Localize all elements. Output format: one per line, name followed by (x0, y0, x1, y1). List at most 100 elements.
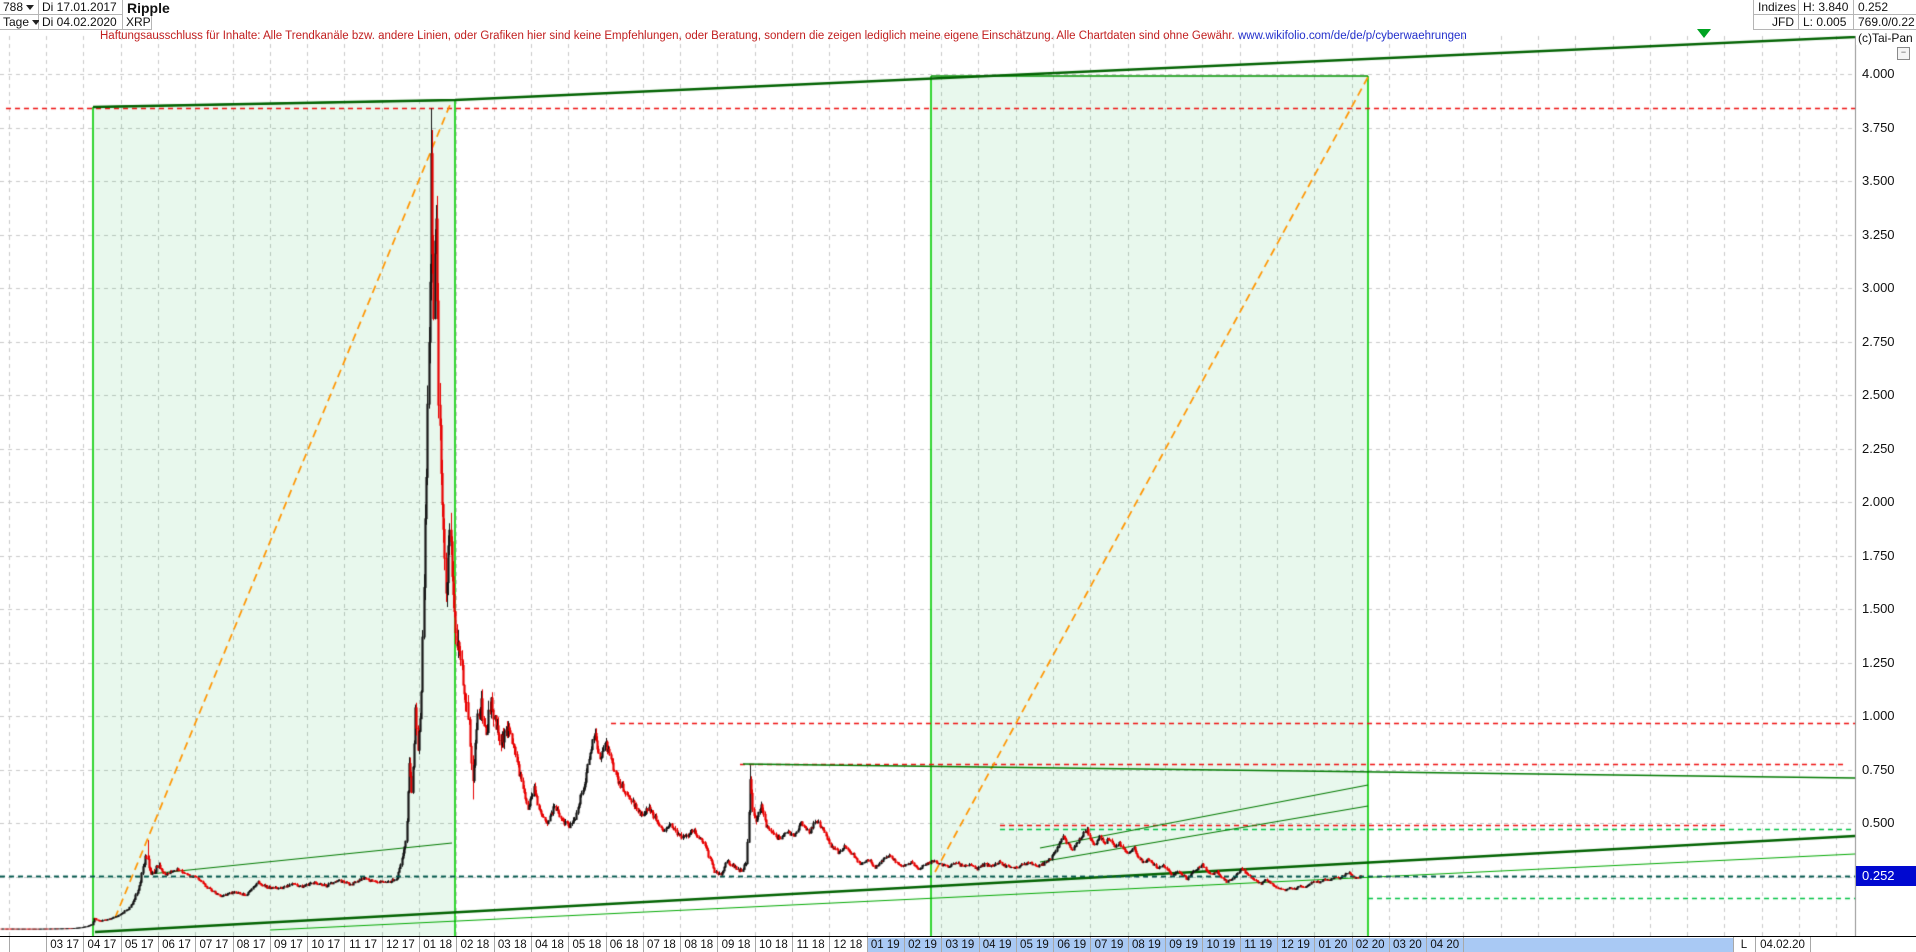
time-axis-separator (866, 937, 868, 952)
time-axis-separator (1239, 937, 1241, 952)
price-axis-label: 4.000 (1862, 66, 1895, 81)
price-axis-label: 3.250 (1862, 226, 1895, 242)
price-axis-label: 1.500 (1862, 601, 1895, 616)
price-axis-label: 2.250 (1862, 440, 1895, 456)
current-price-tag: 0.252 (1856, 866, 1916, 886)
period-value: Tage (3, 15, 30, 29)
time-axis-label: 11 19 (1244, 939, 1273, 951)
time-axis-separator (83, 937, 85, 952)
time-axis-separator (1755, 937, 1756, 952)
chevron-down-icon (26, 5, 35, 11)
time-axis-label: 09 18 (721, 939, 751, 951)
date-to-field[interactable]: Di 04.02.2020 (39, 15, 123, 30)
time-axis-label: 04 17 (87, 939, 117, 951)
price-axis-label: 3.000 (1862, 280, 1895, 295)
time-axis-label: 04 18 (535, 939, 564, 951)
trendline-marker-icon[interactable] (1697, 29, 1711, 38)
time-axis-label: 09 19 (1169, 939, 1199, 951)
time-axis-label: 06 18 (609, 939, 639, 951)
last-bar-marker: L (1740, 939, 1748, 951)
last-bar-date: 04.02.20 (1760, 939, 1805, 951)
time-axis-separator (381, 937, 383, 952)
time-axis-label: 03 20 (1393, 939, 1422, 951)
time-axis-label: 12 17 (385, 939, 415, 951)
time-axis-label: 05 17 (124, 939, 154, 951)
disclaimer-link[interactable]: www.wikifolio.com/de/de/p/cyberwaehrunge… (1237, 30, 1467, 42)
time-axis-label: 01 18 (423, 939, 453, 951)
time-axis-label: 07 17 (199, 939, 229, 951)
time-axis-label: 10 19 (1206, 939, 1236, 951)
time-axis-label: 04 20 (1430, 939, 1460, 951)
time-axis-label: 11 17 (349, 939, 377, 951)
symbol-cell: XRP (123, 15, 152, 30)
time-axis-label: 03 19 (945, 939, 975, 951)
time-axis-label: 12 19 (1281, 939, 1310, 951)
price-axis-label: 1.250 (1862, 654, 1895, 670)
period-dropdown[interactable]: Tage (0, 15, 41, 30)
time-axis-label: 02 18 (460, 939, 490, 951)
time-axis-selection (868, 938, 1733, 952)
collapse-axis-icon[interactable]: − (1897, 47, 1910, 60)
time-axis-separator (195, 937, 197, 952)
time-axis-separator (1015, 937, 1017, 952)
time-axis-label: 01 20 (1318, 939, 1348, 951)
price-axis-label: 2.000 (1862, 494, 1895, 509)
time-axis-label: 10 18 (758, 939, 788, 951)
time-axis-label: 09 17 (274, 939, 303, 951)
symbol-label: XRP (126, 15, 151, 29)
time-axis-separator (46, 937, 47, 952)
time-axis-separator (1053, 937, 1055, 952)
price-axis-label: 3.500 (1862, 173, 1895, 188)
time-axis-separator (754, 937, 756, 952)
time-axis-label: 02 20 (1355, 939, 1385, 951)
time-axis-separator (307, 937, 309, 952)
time-axis-separator (269, 937, 271, 952)
time-axis-separator (1463, 937, 1465, 952)
time-axis-label: 10 17 (311, 939, 341, 951)
price-axis-label: 0.500 (1862, 815, 1895, 830)
time-axis-separator (8, 937, 10, 952)
time-axis-separator (493, 937, 495, 952)
time-axis-separator (1426, 937, 1428, 952)
disclaimer-body: Haftungsausschluss für Inhalte: Alle Tre… (100, 30, 1238, 42)
volume-cell: 769.0/0.22 (1853, 15, 1916, 30)
time-axis-separator (1090, 937, 1092, 952)
time-axis-separator (792, 937, 793, 952)
price-axis-label: 0.750 (1862, 761, 1895, 777)
time-axis-separator (157, 937, 159, 952)
broker-cell: JFD (1753, 15, 1798, 30)
time-axis-label: 07 18 (647, 939, 676, 951)
time-axis-separator (680, 937, 682, 952)
time-axis-separator (1127, 937, 1129, 952)
time-axis-separator (717, 937, 719, 952)
time-axis-separator (232, 937, 234, 952)
time-axis-label: 03 18 (497, 939, 527, 951)
time-axis[interactable]: 03 17 04 17 05 17 06 17 07 17 08 17 09 17 10 17… (0, 936, 1916, 952)
period-high-cell: H: 3.840 (1798, 0, 1853, 15)
time-axis-label: 02 19 (908, 939, 937, 951)
period-low-cell: L: 0.005 (1798, 15, 1853, 30)
time-axis-separator (1810, 937, 1811, 952)
time-axis-separator (1388, 937, 1390, 952)
bars-count-dropdown[interactable]: 788 (0, 0, 39, 15)
time-axis-label: 03 17 (50, 939, 80, 951)
price-axis-label: 3.750 (1862, 119, 1895, 135)
time-axis-label: 05 18 (572, 939, 602, 951)
time-axis-separator (120, 937, 122, 952)
time-axis-label: 05 19 (1020, 939, 1049, 951)
instrument-title: Ripple (127, 0, 170, 16)
time-axis-separator (344, 937, 346, 952)
time-axis-separator (1314, 937, 1316, 952)
date-from-field[interactable]: Di 17.01.2017 (39, 0, 123, 15)
date-to-value: Di 04.02.2020 (42, 15, 117, 29)
copyright-label: (c)Tai-Pan (1856, 31, 1913, 45)
time-axis-separator (1351, 937, 1353, 952)
time-axis-label: 08 17 (236, 939, 266, 951)
time-axis-separator (605, 937, 607, 952)
time-axis-separator (1202, 937, 1204, 952)
time-axis-label: 07 19 (1094, 939, 1124, 951)
time-axis-separator (419, 937, 420, 952)
time-axis-separator (903, 937, 905, 952)
time-axis-separator (829, 937, 831, 952)
